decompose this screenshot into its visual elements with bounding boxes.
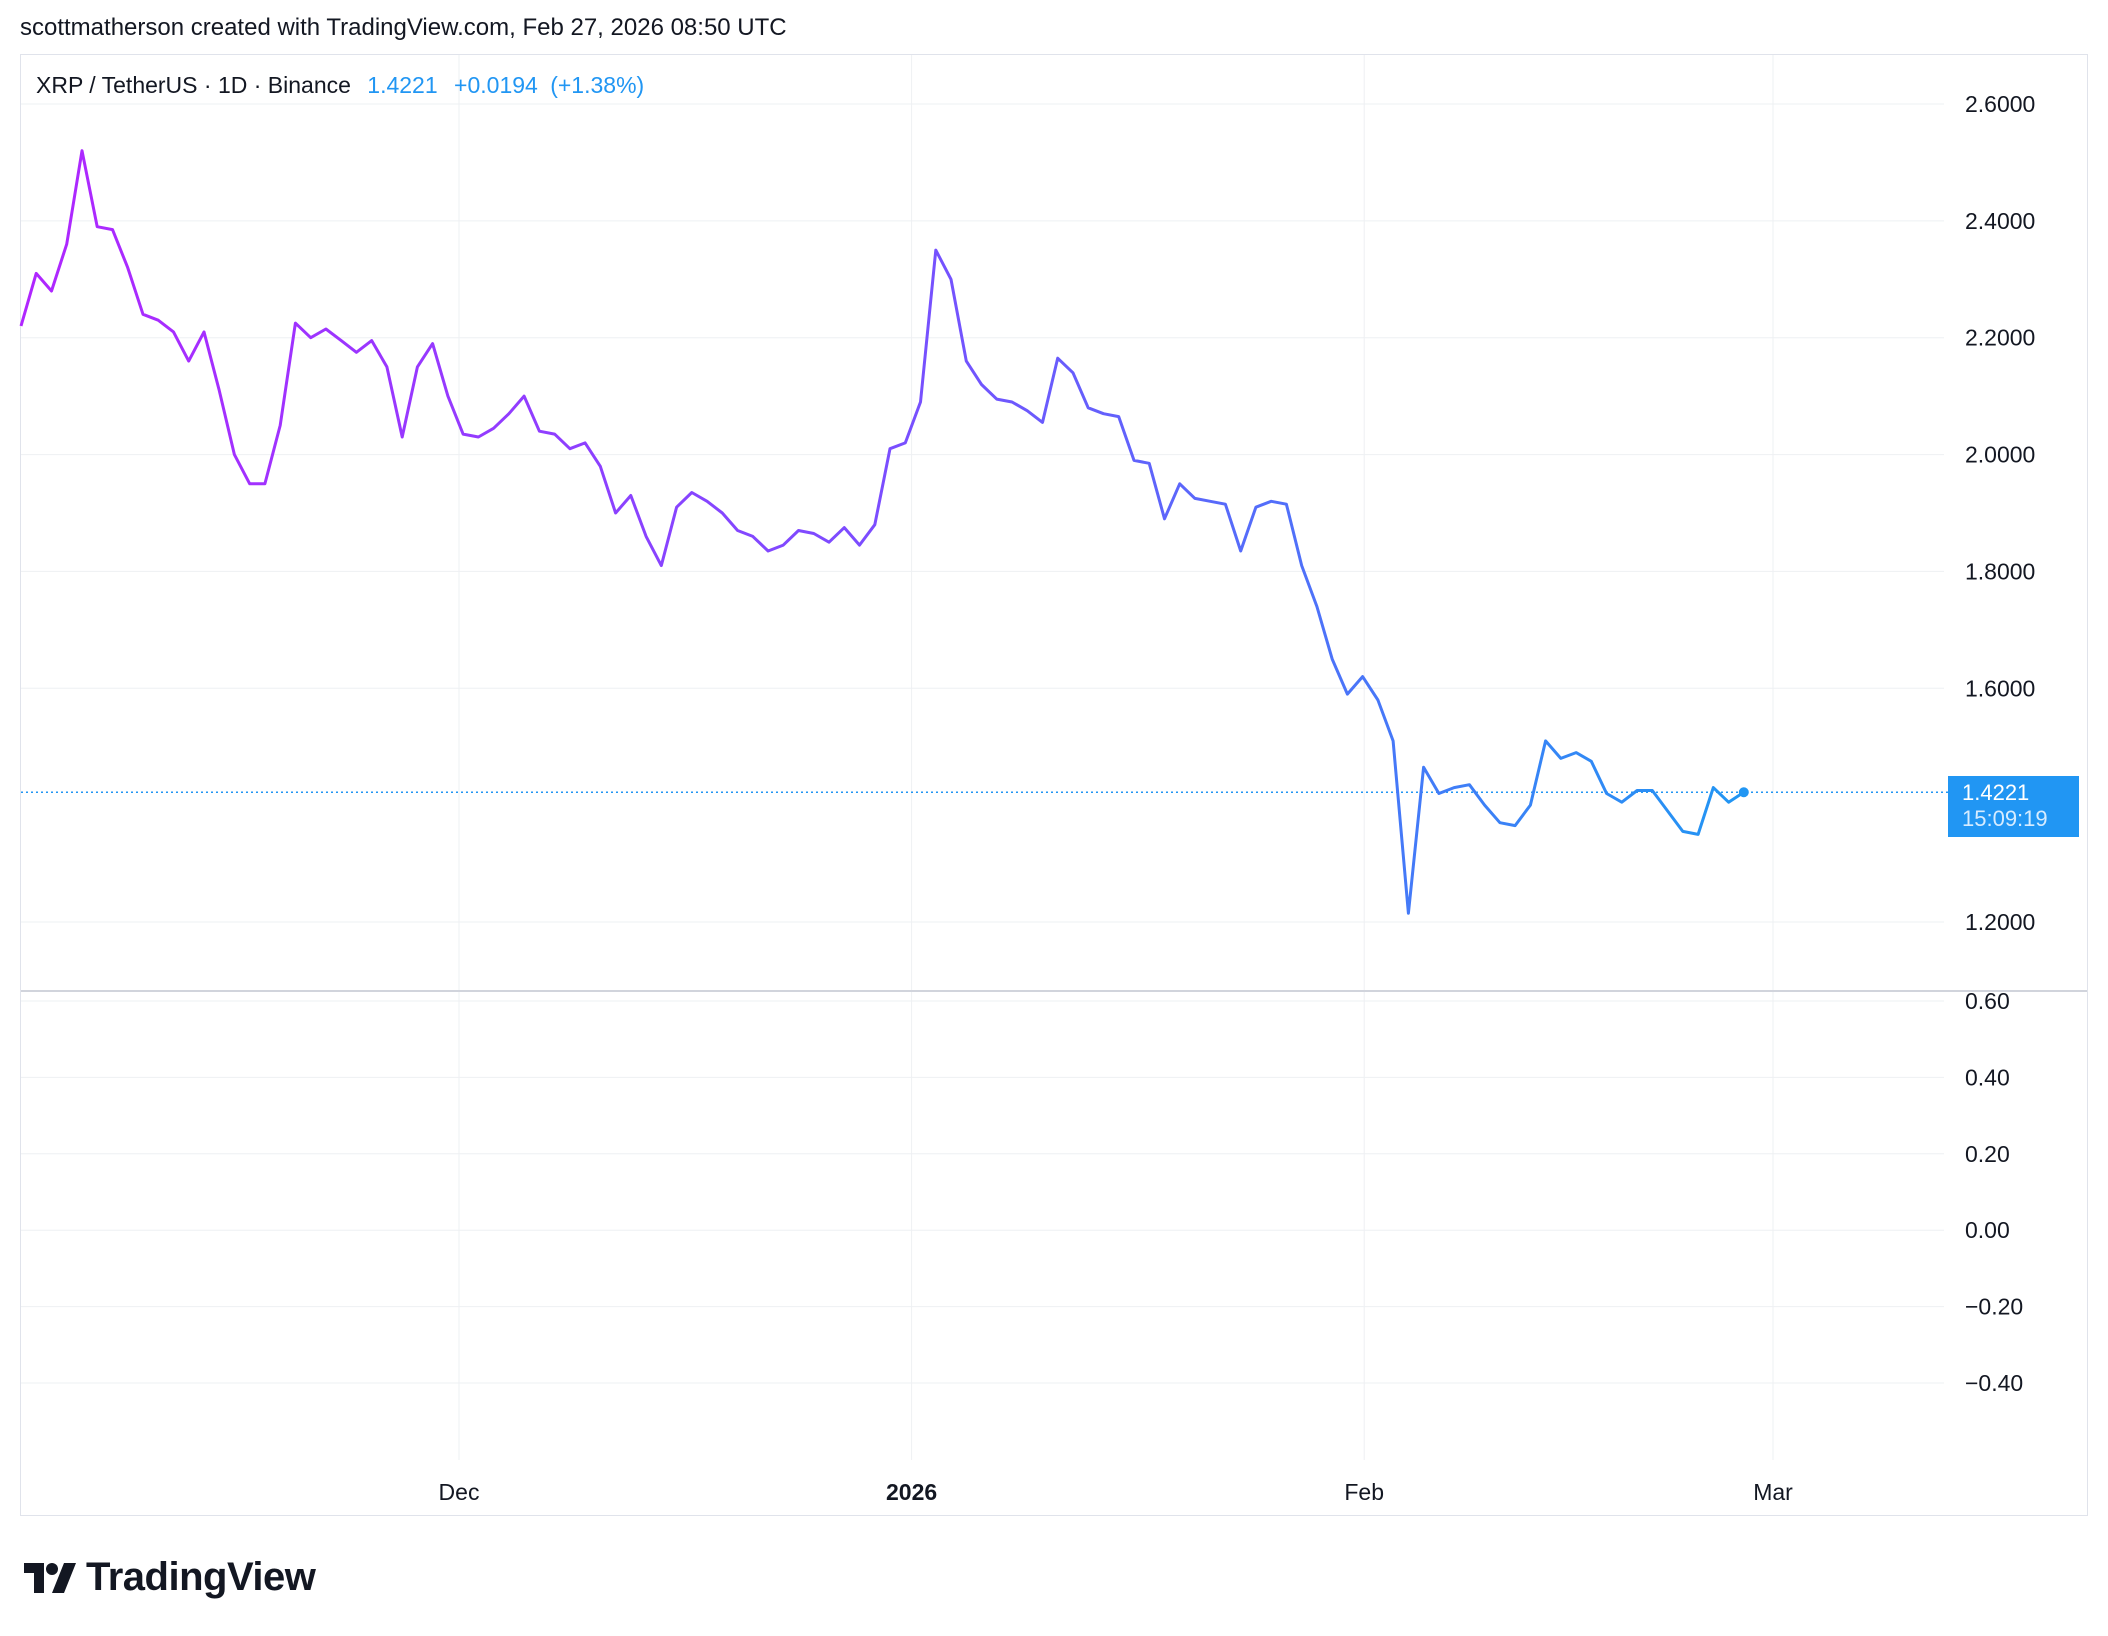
price-axis: 1.2000 1.6000 1.8000 2.0000 2.2000 2.4000 2.60… <box>1965 91 2035 935</box>
price-change-percent: (+1.38%) <box>550 72 645 98</box>
time-axis: Dec 2026 Feb Mar <box>439 1479 1794 1505</box>
x-tick-label: Mar <box>1753 1479 1793 1505</box>
y-tick-label-lower: −0.20 <box>1965 1294 2023 1320</box>
chart-frame <box>20 54 2088 1516</box>
brand-name: TradingView <box>86 1555 316 1599</box>
vertical-gridlines <box>458 55 1774 1460</box>
last-price-dot <box>1738 787 1749 798</box>
y-tick-label-lower: 0.60 <box>1965 988 2010 1014</box>
y-tick-label-lower: 0.00 <box>1965 1217 2010 1243</box>
symbol-title: XRP / TetherUS · 1D · Binance <box>36 72 351 98</box>
tradingview-logo-icon <box>24 1562 76 1593</box>
last-price-tag: 1.4221 15:09:19 <box>1948 776 2079 837</box>
y-tick-label: 1.2000 <box>1965 909 2035 935</box>
y-tick-label: 2.0000 <box>1965 442 2035 468</box>
price-change: +0.0194 <box>454 72 538 98</box>
symbol-legend[interactable]: XRP / TetherUS · 1D · Binance 1.4221 +0.… <box>36 72 644 99</box>
x-tick-label: Dec <box>439 1479 480 1505</box>
last-price-value: 1.4221 <box>367 72 438 98</box>
x-tick-label: 2026 <box>886 1479 937 1505</box>
lower-pane-axis: 0.60 0.40 0.20 0.00 −0.20 −0.40 <box>1965 988 2023 1396</box>
y-tick-label: 2.4000 <box>1965 208 2035 234</box>
horizontal-gridlines <box>21 103 1944 1384</box>
x-tick-label: Feb <box>1344 1479 1384 1505</box>
y-tick-label: 1.8000 <box>1965 558 2035 584</box>
price-series-line <box>19 149 1745 915</box>
y-tick-label-lower: 0.20 <box>1965 1141 2010 1167</box>
y-tick-label: 2.6000 <box>1965 91 2035 117</box>
y-tick-label-lower: −0.40 <box>1965 1370 2023 1396</box>
bar-countdown: 15:09:19 <box>1962 806 2048 831</box>
price-tag-value: 1.4221 <box>1962 780 2030 805</box>
tradingview-logo[interactable]: TradingView <box>24 1555 316 1600</box>
chart-attribution: scottmatherson created with TradingView.… <box>20 14 787 41</box>
y-tick-label: 2.2000 <box>1965 325 2035 351</box>
y-tick-label-lower: 0.40 <box>1965 1064 2010 1090</box>
y-tick-label: 1.6000 <box>1965 675 2035 701</box>
